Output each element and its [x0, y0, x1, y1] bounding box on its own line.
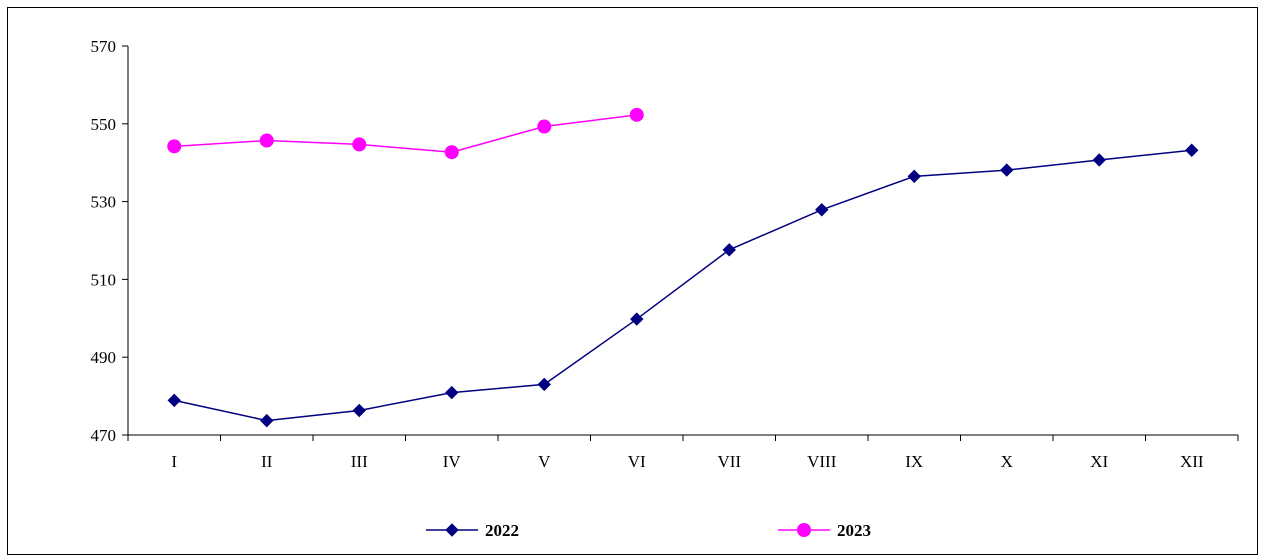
x-tick-label: IV: [443, 452, 462, 471]
x-tick-label: I: [171, 452, 177, 471]
data-point: [629, 107, 644, 122]
data-point: [352, 137, 367, 152]
y-tick-label: 490: [91, 348, 117, 367]
series-line-2022: [174, 149, 1192, 422]
data-point: [444, 145, 459, 160]
chart-series: [167, 107, 1199, 428]
data-point: [815, 203, 829, 217]
data-point: [1000, 163, 1014, 177]
series-2023: [167, 107, 644, 160]
legend-item-2022: 2022: [426, 521, 519, 540]
chart-frame: [7, 7, 1258, 555]
legend-label: 2022: [485, 521, 519, 540]
x-tick-label: IX: [905, 452, 923, 471]
chart-legend: 2022 2023: [426, 521, 871, 540]
x-tick-label: II: [261, 452, 273, 471]
x-tick-label: XI: [1090, 452, 1108, 471]
x-tick-label: VI: [628, 452, 646, 471]
data-point: [1185, 143, 1199, 157]
x-tick-label: XII: [1180, 452, 1204, 471]
series-2022: [167, 143, 1199, 428]
legend-label: 2023: [837, 521, 871, 540]
y-tick-label: 550: [91, 115, 117, 134]
x-tick-label: III: [351, 452, 368, 471]
data-point: [722, 243, 736, 257]
data-point: [537, 377, 551, 392]
legend-item-2023: 2023: [778, 521, 871, 540]
y-tick-label: 470: [91, 426, 117, 445]
series-line-2023: [174, 114, 637, 153]
data-point: [260, 413, 274, 428]
data-point: [167, 393, 181, 408]
data-point: [167, 139, 182, 154]
x-tick-label: X: [1001, 452, 1013, 471]
data-point: [352, 403, 366, 418]
data-point: [907, 169, 921, 184]
y-tick-label: 510: [91, 270, 117, 289]
data-point: [630, 312, 644, 326]
legend-marker: [797, 523, 811, 537]
x-tick-label: V: [538, 452, 551, 471]
data-point: [445, 385, 459, 400]
x-tick-label: VII: [717, 452, 741, 471]
data-point: [259, 133, 274, 148]
x-tick-label: VIII: [807, 452, 837, 471]
data-point: [1092, 153, 1106, 167]
legend-marker: [445, 523, 459, 537]
y-tick-label: 530: [91, 193, 117, 212]
y-tick-label: 570: [91, 37, 117, 56]
data-point: [537, 119, 552, 134]
